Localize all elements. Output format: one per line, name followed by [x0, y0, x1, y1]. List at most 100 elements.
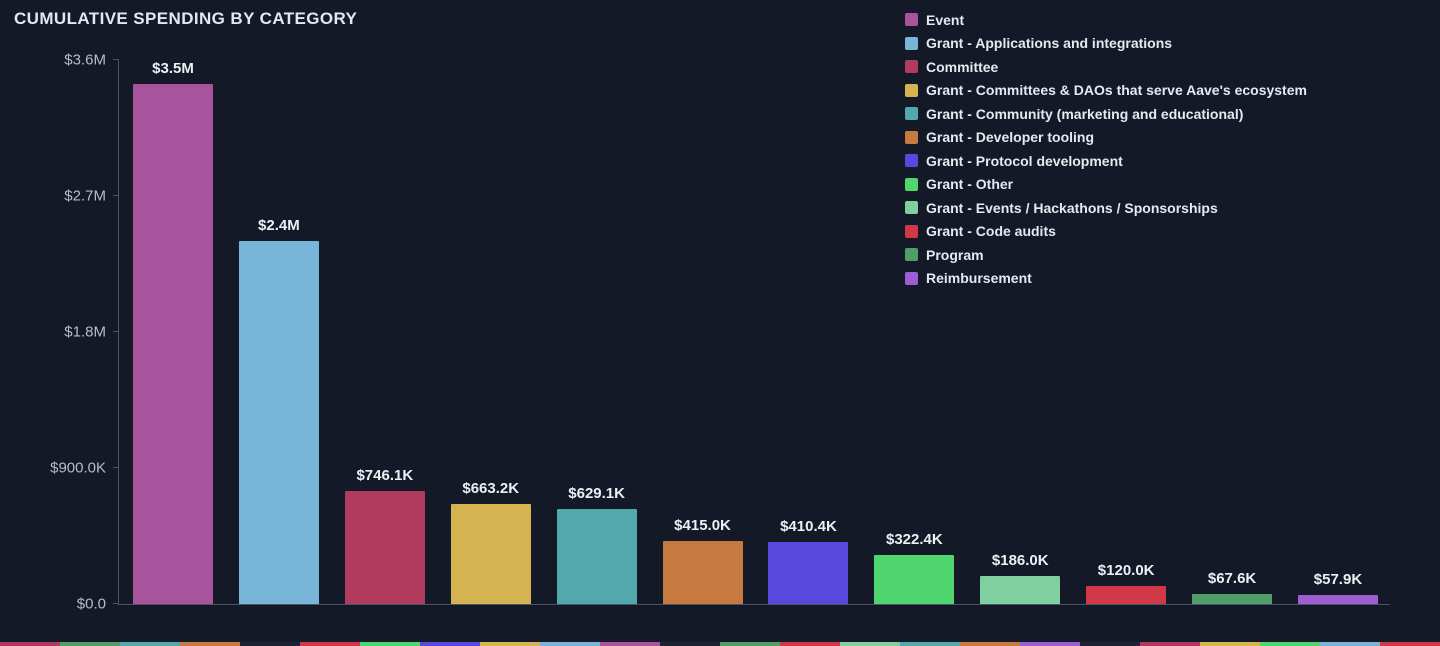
bottom-strip-segment: [240, 642, 300, 646]
y-axis-tick-mark: [113, 603, 119, 604]
bottom-strip-segment: [1140, 642, 1200, 646]
legend-item[interactable]: Grant - Code audits: [905, 222, 1307, 241]
y-axis-tick-label: $1.8M: [64, 323, 106, 341]
bottom-strip-segment: [420, 642, 480, 646]
bottom-strip-segment: [960, 642, 1020, 646]
bar-value-label: $746.1K: [356, 467, 414, 485]
y-axis: $3.6M $2.7M $1.8M $900.0K $0.0: [50, 52, 1390, 613]
bar[interactable]: [344, 491, 425, 604]
legend-label: Grant - Community (marketing and educati…: [926, 105, 1244, 122]
legend-swatch-icon: [905, 83, 918, 97]
bar[interactable]: [450, 503, 531, 604]
y-axis-tick-mark: [113, 331, 119, 332]
legend-item[interactable]: Grant - Other: [905, 175, 1307, 194]
bottom-strip-segment: [480, 642, 540, 646]
legend-swatch-icon: [905, 201, 918, 214]
legend-swatch-icon: [905, 13, 918, 26]
bar-value-label: $629.1K: [568, 484, 625, 502]
bottom-strip-segment: [300, 642, 360, 646]
legend-item[interactable]: Grant - Committees & DAOs that serve Aav…: [905, 81, 1307, 100]
bottom-strip-segment: [720, 642, 780, 646]
legend-label: Grant - Other: [926, 176, 1014, 192]
bottom-strip-segment: [1380, 642, 1440, 646]
bottom-strip-segment: [1260, 642, 1320, 646]
bar-value-label: $3.5M: [152, 60, 194, 77]
legend-item[interactable]: Event: [905, 10, 1307, 29]
bottom-strip-segment: [840, 642, 900, 646]
bottom-strip-segment: [1320, 642, 1380, 646]
bar-column: $663.2K: [450, 60, 531, 604]
legend-label: Grant - Committees & DAOs that serve Aav…: [926, 82, 1307, 98]
bottom-strip-segment: [1080, 642, 1140, 646]
bar-column: $186.0K: [980, 60, 1061, 604]
bar-column: $67.6K: [1192, 60, 1273, 604]
legend-item[interactable]: Program: [905, 245, 1307, 264]
bar[interactable]: [980, 575, 1061, 604]
legend-swatch-icon: [905, 248, 918, 261]
bar-value-label: $410.4K: [780, 517, 837, 535]
bar-value-label: $322.4K: [885, 531, 943, 549]
bar[interactable]: [133, 84, 213, 604]
bar-value-label: $186.0K: [991, 551, 1049, 569]
bar-value-label: $663.2K: [462, 479, 520, 497]
bottom-strip-segment: [120, 642, 180, 646]
bar[interactable]: [1086, 585, 1167, 604]
bar-column: $57.9K: [1297, 60, 1378, 604]
legend-label: Program: [926, 246, 984, 263]
y-axis-tick-mark: [113, 467, 119, 468]
bar[interactable]: [238, 241, 319, 604]
legend-swatch-icon: [905, 154, 918, 167]
bottom-strip-segment: [660, 642, 720, 646]
bar-column: $629.1K: [556, 60, 637, 604]
bottom-strip-segment: [600, 642, 660, 646]
chart-title: CUMULATIVE SPENDING BY CATEGORY: [14, 9, 358, 28]
bar-column: $415.0K: [662, 60, 743, 604]
legend-swatch-icon: [905, 130, 918, 144]
bar-value-label: $67.6K: [1207, 569, 1257, 587]
legend-swatch-icon: [905, 224, 918, 238]
y-axis-tick-mark: [113, 59, 119, 60]
bottom-strip-segment: [1200, 642, 1260, 646]
legend-item[interactable]: Grant - Applications and integrations: [905, 34, 1307, 53]
legend-swatch-icon: [905, 107, 918, 120]
bar[interactable]: [1192, 593, 1273, 604]
y-axis-tick-label: $2.7M: [64, 187, 106, 205]
bottom-strip: [0, 642, 1440, 646]
bottom-strip-segment: [180, 642, 240, 646]
bar-value-label: $120.0K: [1097, 561, 1155, 579]
plot-area: $3.6M $2.7M $1.8M $900.0K $0.0 $3.5M $2.4M $74…: [50, 52, 1390, 613]
legend-swatch-icon: [905, 36, 918, 50]
legend-swatch-icon: [905, 60, 918, 73]
legend-label: Committee: [926, 58, 999, 75]
bottom-strip-segment: [360, 642, 420, 646]
bar-column: $746.1K: [344, 60, 425, 604]
legend-item[interactable]: Grant - Developer tooling: [905, 128, 1307, 147]
legend-swatch-icon: [905, 271, 918, 285]
bar[interactable]: [768, 541, 849, 604]
bar[interactable]: [1297, 595, 1378, 604]
bottom-strip-segment: [0, 642, 60, 646]
y-axis-tick-mark: [113, 195, 119, 196]
legend-label: Grant - Applications and integrations: [926, 35, 1173, 51]
legend-item[interactable]: Committee: [905, 57, 1307, 76]
bottom-strip-segment: [1020, 642, 1080, 646]
legend-item[interactable]: Grant - Community (marketing and educati…: [905, 104, 1307, 123]
bar-column: $3.5M: [133, 60, 213, 604]
legend-item[interactable]: Grant - Events / Hackathons / Sponsorshi…: [905, 198, 1307, 217]
y-axis-tick-label: $0.0: [76, 595, 106, 613]
y-axis-tick-label: $3.6M: [64, 51, 106, 69]
legend: Event Grant - Applications and integratio…: [905, 10, 1307, 288]
y-axis-tick-label: $900.0K: [50, 459, 106, 477]
legend-item[interactable]: Grant - Protocol development: [905, 151, 1307, 170]
bar[interactable]: [556, 508, 637, 604]
legend-item[interactable]: Reimbursement: [905, 269, 1307, 288]
bar[interactable]: [874, 555, 955, 604]
bar-value-label: $2.4M: [258, 217, 300, 235]
bottom-strip-segment: [540, 642, 600, 646]
legend-swatch-icon: [905, 177, 918, 191]
legend-label: Grant - Protocol development: [926, 152, 1123, 169]
legend-label: Grant - Code audits: [926, 223, 1056, 239]
bar[interactable]: [662, 541, 743, 604]
bar-column: $120.0K: [1086, 60, 1167, 604]
